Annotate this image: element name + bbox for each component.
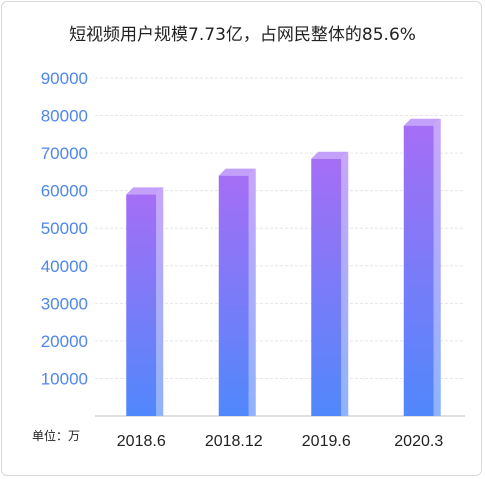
y-tick-label: 10000 — [41, 369, 88, 388]
bar-2020.3 — [403, 118, 441, 416]
bar-top — [218, 168, 256, 176]
chart-title: 短视频用户规模7.73亿，占网民整体的85.6% — [69, 25, 416, 45]
bar — [218, 175, 249, 416]
bar — [403, 125, 434, 416]
x-tick-label: 2020.3 — [394, 433, 443, 450]
y-tick-label: 40000 — [41, 257, 88, 276]
y-tick-label: 20000 — [41, 332, 88, 351]
bar-2018.12 — [218, 168, 256, 416]
bar-top — [126, 187, 164, 195]
x-tick-label: 2019.6 — [302, 433, 351, 450]
bar-top — [403, 118, 441, 126]
bar-side — [341, 151, 349, 416]
bar — [311, 158, 342, 416]
x-tick-label: 2018.6 — [117, 433, 166, 450]
x-tick-label: 2018.12 — [205, 433, 263, 450]
bars — [126, 118, 441, 416]
y-tick-label: 30000 — [41, 294, 88, 313]
y-tick-label: 50000 — [41, 219, 88, 238]
bar — [126, 194, 157, 416]
y-axis: 10000 20000 30000 40000 50000 60000 70000 80000… — [41, 69, 88, 388]
unit-label: 单位：万 — [32, 428, 80, 443]
bar-side — [156, 187, 164, 416]
bar-top — [311, 151, 349, 159]
y-tick-label: 80000 — [41, 107, 88, 126]
x-axis: 2018.6 2018.12 2019.6 2020.3 — [117, 433, 444, 450]
bar-side — [248, 168, 256, 416]
bar-2018.6 — [126, 187, 164, 416]
y-tick-label: 90000 — [41, 69, 88, 88]
y-tick-label: 70000 — [41, 144, 88, 163]
bar-2019.6 — [311, 151, 349, 416]
bar-side — [433, 118, 441, 416]
y-tick-label: 60000 — [41, 182, 88, 201]
